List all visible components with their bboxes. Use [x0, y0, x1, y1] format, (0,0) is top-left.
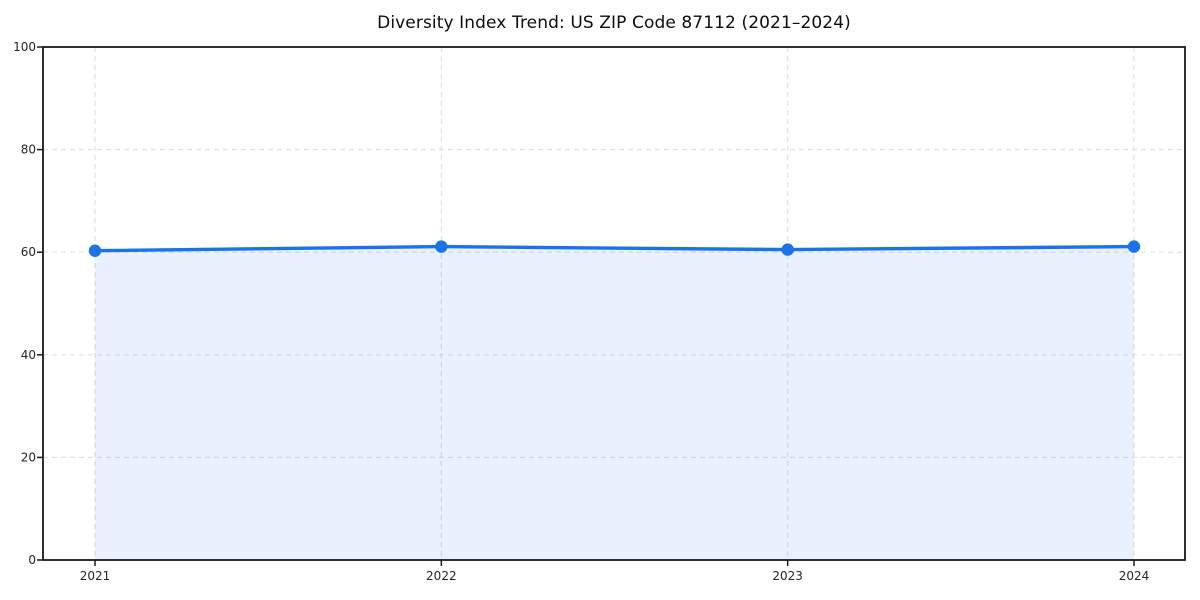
y-tick-label: 100	[13, 40, 36, 54]
data-point-marker	[88, 244, 102, 257]
grid-layer	[43, 46, 1185, 561]
x-tick-label: 2023	[772, 569, 803, 583]
spine-layer	[42, 46, 1186, 561]
data-point-marker	[1127, 240, 1141, 253]
y-tick-label: 0	[28, 553, 36, 567]
trend-line	[93, 244, 1136, 253]
axes-spines	[42, 46, 1186, 561]
x-tick-label: 2022	[426, 569, 457, 583]
y-tick-label: 40	[21, 348, 36, 362]
chart-title: Diversity Index Trend: US ZIP Code 87112…	[377, 13, 851, 33]
data-point-marker	[781, 243, 794, 256]
tick-layer	[37, 46, 1135, 566]
y-tick-label: 20	[21, 450, 36, 464]
x-tick-label: 2021	[80, 569, 111, 583]
data-point-marker	[435, 240, 448, 253]
x-tick-label: 2024	[1119, 569, 1150, 583]
area-fill	[95, 246, 1134, 560]
line-layer	[93, 244, 1136, 253]
y-tick-label: 80	[21, 143, 36, 157]
y-tick-label: 60	[21, 245, 36, 259]
marker-layer	[88, 240, 1141, 257]
plot-background	[43, 47, 1185, 560]
label-layer: 0 20 40 60 80 100 2021 2022 2023 2024	[13, 40, 1149, 583]
area-layer	[95, 246, 1134, 560]
